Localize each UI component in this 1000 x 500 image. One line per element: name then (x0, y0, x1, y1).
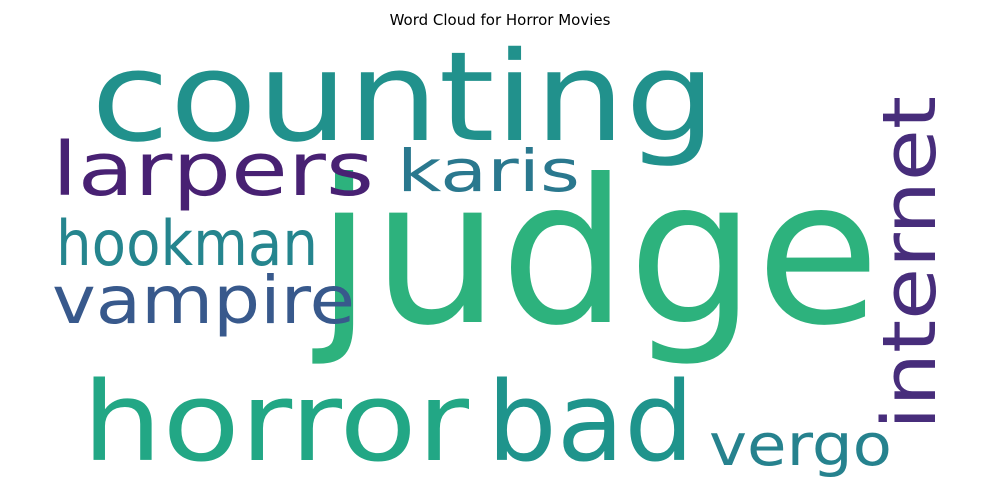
word-judge: judge (312, 137, 880, 370)
word-internet: internet (867, 96, 953, 430)
word-vampire: vampire (52, 262, 355, 339)
chart-title: Word Cloud for Horror Movies (389, 11, 611, 29)
word-counting: counting (91, 26, 716, 170)
word-larpers: larpers (52, 127, 374, 213)
word-vergo: vergo (709, 411, 892, 479)
word-hookman: hookman (56, 207, 318, 280)
word-horror: horror (82, 358, 470, 486)
word-karis: karis (397, 137, 580, 205)
word-bad: bad (487, 358, 694, 486)
